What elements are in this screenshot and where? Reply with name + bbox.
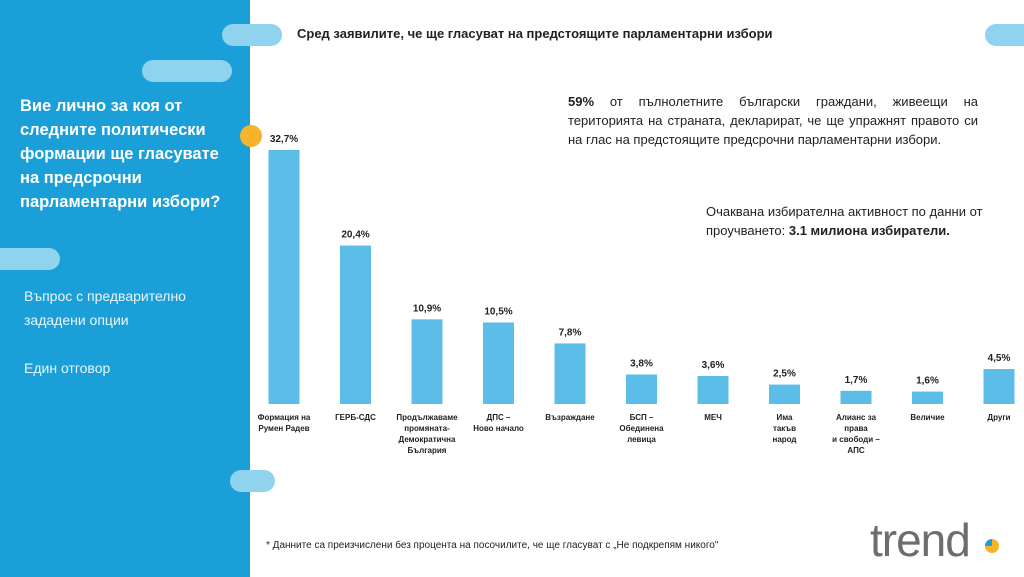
data-label: 3,6% xyxy=(702,360,725,371)
category-label: Обединена xyxy=(619,424,664,433)
left-panel: Вие лично за коя от следните политически… xyxy=(0,0,250,577)
info-voters-count: 3.1 милиона избиратели. xyxy=(788,223,950,238)
category-label: Формация на xyxy=(258,413,311,422)
bar xyxy=(912,391,943,404)
bar xyxy=(411,319,443,404)
bar xyxy=(268,150,300,404)
question-note-answer: Един отговор xyxy=(24,360,111,376)
survey-question: Вие лично за коя от следните политически… xyxy=(20,97,221,211)
decorative-pill xyxy=(222,24,282,46)
category-label: Алианс за xyxy=(836,413,877,422)
bar xyxy=(340,245,371,404)
category-label: Има xyxy=(776,413,793,422)
bar xyxy=(769,384,800,404)
category-label: АПС xyxy=(847,446,864,455)
category-label: България xyxy=(408,446,447,455)
category-label: такъв xyxy=(773,424,796,433)
category-label: Ново начало xyxy=(473,424,524,433)
question-note-options: Въпрос с предварително зададени опции xyxy=(24,288,186,328)
category-label: Други xyxy=(987,413,1010,422)
category-label: народ xyxy=(772,435,796,444)
info-text: от пълнолетните български граждани, живе… xyxy=(568,94,978,147)
bar xyxy=(483,322,514,404)
accent-dot xyxy=(240,125,262,147)
category-label: МЕЧ xyxy=(704,413,722,422)
data-label: 7,8% xyxy=(559,327,582,338)
category-label: промяната- xyxy=(404,424,450,433)
data-label: 10,9% xyxy=(413,303,441,314)
bar xyxy=(697,376,729,404)
category-label: Възраждане xyxy=(545,413,595,422)
bar-chart: 32,7% Формация на Румен Радев 20,4% ГЕРБ-СДС… xyxy=(258,134,1015,455)
trend-logo: trend xyxy=(868,512,1010,572)
decorative-pill xyxy=(142,60,232,82)
data-label: 1,7% xyxy=(845,375,868,386)
bar xyxy=(554,343,586,404)
footnote: * Данните са преизчислени без процента н… xyxy=(266,540,719,551)
info-percent: 59% xyxy=(568,94,595,109)
page-title: Сред заявилите, че ще гласуват на предст… xyxy=(297,26,773,41)
data-label: 2,5% xyxy=(773,369,796,380)
decorative-pill xyxy=(230,470,275,492)
category-label: Величие xyxy=(910,413,945,422)
data-label: 1,6% xyxy=(916,376,939,387)
info-turnout-share: 59% от пълнолетните български граждани, … xyxy=(568,92,978,149)
decorative-pill xyxy=(985,24,1024,46)
data-label: 20,4% xyxy=(341,230,369,241)
data-label: 10,5% xyxy=(484,306,512,317)
decorative-pill xyxy=(0,248,60,270)
category-label: права xyxy=(844,424,868,433)
data-label: 3,8% xyxy=(630,358,653,369)
info-expected-turnout: Очаквана избирателна активност по данни … xyxy=(706,202,986,240)
category-label: Румен Радев xyxy=(258,424,309,433)
data-label: 4,5% xyxy=(988,353,1011,364)
category-label: БСП – xyxy=(630,413,654,422)
bar xyxy=(840,390,872,404)
category-label: ДПС – xyxy=(487,413,511,422)
info-text: Очаквана избирателна активност по данни … xyxy=(706,204,983,238)
bar xyxy=(983,369,1015,404)
category-label: Демократична xyxy=(399,435,456,444)
category-label: левица xyxy=(627,435,656,444)
category-label: ГЕРБ-СДС xyxy=(335,413,376,422)
data-label: 32,7% xyxy=(270,134,298,145)
svg-text:trend: trend xyxy=(870,514,970,566)
bar xyxy=(626,374,657,404)
category-label: и свободи – xyxy=(832,435,880,444)
category-label: Продължаваме xyxy=(396,413,458,422)
